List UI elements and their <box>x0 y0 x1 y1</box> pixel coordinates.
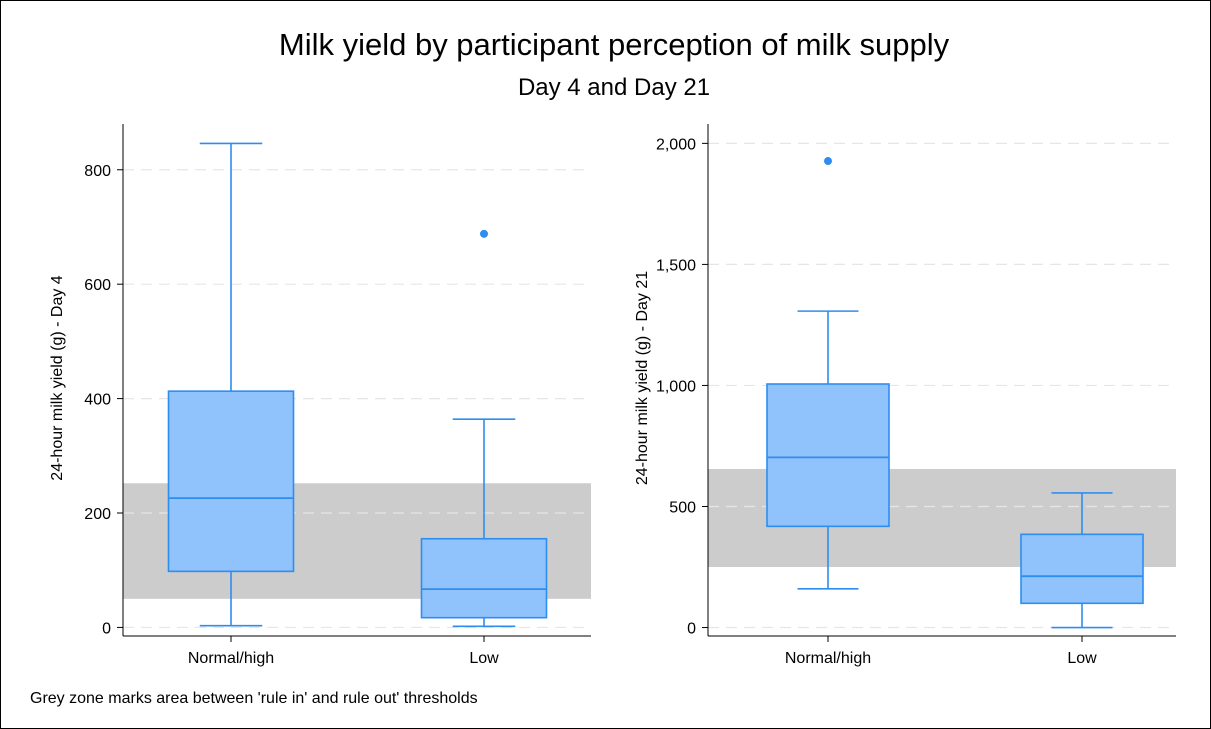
y-axis-label: 24-hour milk yield (g) - Day 4 <box>49 275 66 481</box>
y-axis-label: 24-hour milk yield (g) - Day 21 <box>634 271 651 485</box>
boxplots <box>766 157 1144 629</box>
y-tick-label: 400 <box>84 392 111 409</box>
outlier-point <box>480 229 488 238</box>
x-tick-label: Low <box>469 650 499 667</box>
y-tick-label: 500 <box>669 499 696 516</box>
x-tick-label: Low <box>1067 650 1097 667</box>
chart-subtitle: Day 4 and Day 21 <box>518 74 710 101</box>
box-iqr <box>766 383 890 528</box>
x-tick-label: Normal/high <box>785 650 871 667</box>
y-tick-label: 600 <box>84 277 111 294</box>
y-tick-label: 200 <box>84 506 111 523</box>
y-tick-label: 1,000 <box>656 378 696 395</box>
chart-title: Milk yield by participant perception of … <box>279 27 950 62</box>
panel-day-4: 0 200 400 600 800 Normal/high Low 24-hour milk… <box>49 124 591 667</box>
box-iqr <box>420 537 548 619</box>
axes: 0 200 400 600 800 Normal/high Low <box>84 124 591 667</box>
x-tick-label: Normal/high <box>188 650 274 667</box>
axes: 0 500 1,000 1,500 2,000 Normal/high Low <box>656 124 1176 667</box>
note: Grey zone marks area between 'rule in' a… <box>30 690 478 707</box>
y-tick-label: 2,000 <box>656 136 696 153</box>
y-tick-label: 1,500 <box>656 257 696 274</box>
panel-day-21: 0 500 1,000 1,500 2,000 Normal/high Low 24-hou… <box>634 124 1176 667</box>
box-iqr <box>167 390 295 573</box>
outlier-point <box>824 157 832 166</box>
y-tick-label: 800 <box>84 163 111 180</box>
boxplots <box>167 142 548 628</box>
y-tick-label: 0 <box>687 621 696 638</box>
y-tick-label: 0 <box>102 620 111 637</box>
box-iqr <box>1020 533 1144 605</box>
